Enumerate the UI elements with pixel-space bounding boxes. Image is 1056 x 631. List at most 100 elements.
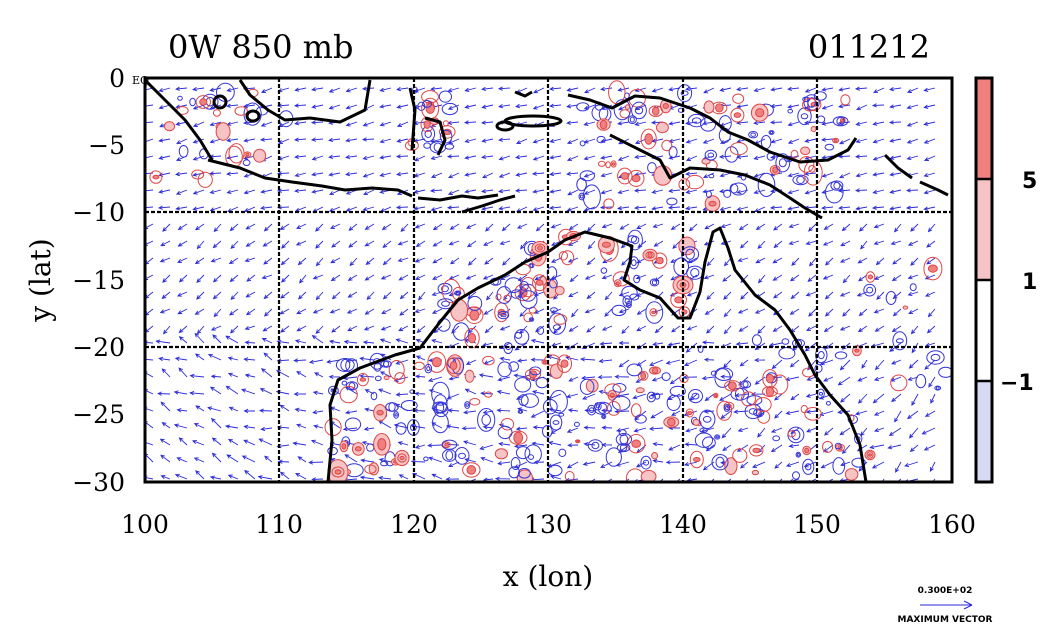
y-tick-label: −20 bbox=[72, 333, 125, 362]
island-solomon bbox=[883, 153, 949, 197]
wind-vector bbox=[294, 87, 307, 92]
ow-contour bbox=[673, 257, 690, 277]
wind-vector bbox=[532, 104, 545, 110]
wind-vector bbox=[566, 138, 579, 145]
wind-vector bbox=[359, 475, 375, 480]
ow-contour bbox=[341, 443, 347, 450]
wind-vector bbox=[531, 390, 545, 395]
ow-contour bbox=[399, 455, 405, 461]
wind-vector bbox=[873, 308, 885, 314]
ow-contour bbox=[529, 318, 534, 321]
wind-vector bbox=[427, 376, 443, 382]
wind-vector bbox=[841, 223, 851, 232]
wind-vector bbox=[770, 138, 783, 144]
wind-vector bbox=[330, 223, 341, 229]
wind-vector bbox=[598, 358, 613, 364]
ow-contour bbox=[600, 267, 608, 274]
wind-vector bbox=[209, 138, 222, 144]
wind-vector bbox=[363, 325, 375, 331]
ow-contour bbox=[519, 290, 538, 310]
wind-vector bbox=[310, 137, 324, 142]
ow-contour bbox=[629, 116, 635, 123]
wind-vector bbox=[229, 308, 239, 316]
wind-vector bbox=[858, 223, 868, 232]
wind-vector bbox=[872, 155, 885, 161]
ow-contour bbox=[723, 189, 732, 198]
ow-contour bbox=[152, 174, 160, 180]
wind-vector bbox=[329, 189, 341, 196]
ow-contour bbox=[814, 364, 823, 373]
wind-vector bbox=[837, 154, 851, 159]
wind-vector bbox=[889, 87, 902, 92]
ow-contour bbox=[344, 417, 362, 432]
wind-vector bbox=[194, 223, 205, 231]
ow-contour bbox=[424, 129, 432, 138]
ow-contour bbox=[902, 305, 909, 310]
wind-vector bbox=[549, 103, 562, 108]
wind-vector bbox=[790, 393, 800, 401]
ow-contour bbox=[514, 377, 532, 393]
ow-contour bbox=[792, 338, 805, 348]
wind-vector bbox=[258, 438, 273, 446]
ow-contour bbox=[601, 241, 611, 248]
wind-vector bbox=[754, 357, 766, 363]
ow-contour bbox=[610, 160, 617, 168]
wind-vector bbox=[515, 138, 528, 144]
ow-contour bbox=[500, 312, 507, 318]
wind-vector bbox=[723, 257, 732, 267]
ow-contour bbox=[651, 279, 658, 286]
ow-contour bbox=[704, 149, 717, 161]
wind-vector bbox=[449, 223, 460, 230]
ow-contour bbox=[497, 425, 513, 440]
ow-contour bbox=[627, 434, 646, 454]
ow-contour bbox=[815, 346, 828, 364]
wind-vector bbox=[787, 138, 800, 144]
ow-contour bbox=[652, 106, 660, 116]
ow-contour bbox=[377, 438, 387, 451]
y-tick-label: 0 bbox=[109, 64, 125, 93]
wind-vector bbox=[427, 443, 443, 448]
wind-vector bbox=[910, 325, 919, 335]
wind-vector bbox=[789, 274, 800, 282]
wind-vector bbox=[276, 188, 290, 193]
ow-contour bbox=[550, 307, 558, 313]
wind-vector bbox=[770, 427, 783, 433]
wind-vector bbox=[295, 473, 307, 480]
wind-vector bbox=[312, 308, 324, 314]
ow-contour bbox=[678, 178, 691, 191]
wind-vector bbox=[719, 393, 732, 401]
wind-vector bbox=[583, 155, 596, 161]
ow-contour bbox=[724, 380, 741, 392]
wind-vector bbox=[703, 87, 715, 94]
ow-contour bbox=[388, 360, 405, 380]
arrowhead-icon bbox=[963, 600, 973, 610]
wind-vector bbox=[158, 87, 171, 93]
y-axis-ticks: 0 −5 −10 −15 −20 −25 −30 bbox=[72, 64, 125, 497]
wind-vector bbox=[738, 223, 749, 231]
ow-contour bbox=[163, 121, 176, 132]
wind-vector bbox=[719, 87, 732, 92]
ow-contour bbox=[508, 466, 521, 479]
wind-vector bbox=[685, 155, 698, 161]
wind-vector bbox=[566, 206, 579, 212]
wind-vector bbox=[740, 291, 749, 300]
wind-vector bbox=[481, 86, 494, 92]
ow-contour bbox=[752, 447, 761, 454]
ow-contour bbox=[631, 174, 641, 183]
wind-vector bbox=[445, 476, 460, 482]
wind-vector bbox=[465, 359, 477, 365]
wind-vector bbox=[396, 121, 409, 127]
wind-vector bbox=[192, 87, 205, 92]
y-tick-label: −25 bbox=[72, 400, 125, 429]
wind-vector bbox=[345, 121, 358, 127]
ow-contour bbox=[661, 139, 673, 152]
ow-contour bbox=[467, 295, 483, 311]
wind-vector bbox=[311, 155, 324, 161]
ow-contour bbox=[234, 106, 248, 116]
wind-vector bbox=[889, 104, 902, 109]
wind-vector bbox=[636, 308, 647, 315]
wind-vector bbox=[874, 274, 885, 280]
wind-vector bbox=[347, 274, 358, 281]
ow-contour bbox=[431, 357, 442, 368]
